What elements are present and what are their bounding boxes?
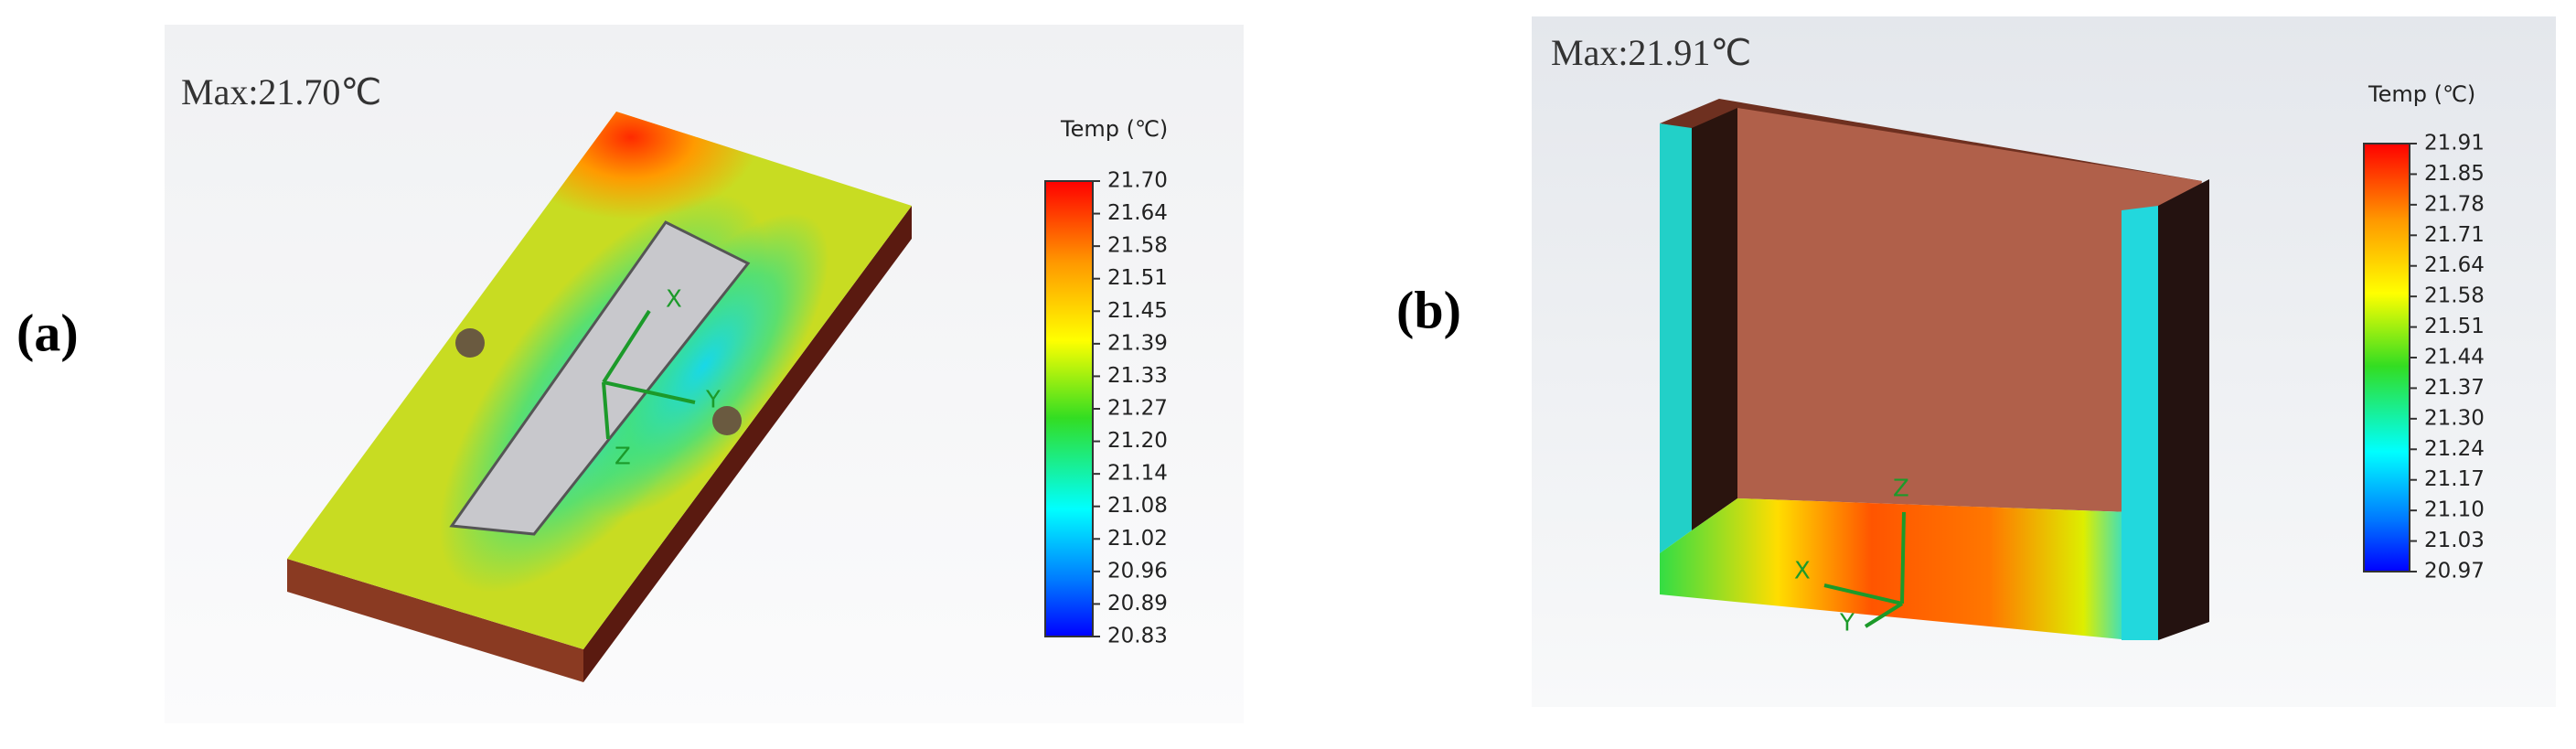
colorbar-label: 21.64	[2424, 253, 2485, 277]
colorbar-label: 20.89	[1107, 592, 1168, 615]
legend-title: Temp (℃)	[1060, 116, 1168, 142]
colorbar-label: 21.45	[1107, 299, 1168, 323]
colorbar-label: 21.17	[2424, 467, 2485, 491]
axis-label: X	[1794, 558, 1811, 585]
colorbar-label: 20.96	[1107, 559, 1168, 583]
box-back	[1737, 108, 2202, 512]
colorbar	[2363, 143, 2410, 572]
axis-label: X	[666, 286, 682, 314]
box-wall	[1660, 123, 1692, 553]
axis-triad	[1823, 511, 1906, 628]
plate-side	[287, 559, 583, 682]
hole	[455, 328, 485, 358]
colorbar-label: 21.71	[2424, 223, 2485, 247]
colorbar-label: 21.30	[2424, 406, 2485, 430]
plate-side	[583, 206, 912, 682]
colorbar-label: 21.02	[1107, 527, 1168, 551]
colorbar-label: 21.33	[1107, 364, 1168, 388]
max-temperature: Max:21.91℃	[1551, 32, 1751, 73]
colorbar-label: 21.91	[2424, 132, 2485, 155]
max-temperature: Max:21.70℃	[181, 71, 381, 112]
axis-label: Z	[1893, 476, 1909, 503]
colorbar-label: 21.70	[1107, 169, 1168, 193]
box-bottom	[1660, 498, 2131, 640]
colorbar-label: 21.64	[1107, 201, 1168, 225]
panel-label: (b)	[1396, 280, 1461, 339]
box-wall	[2122, 206, 2158, 640]
colorbar-label: 21.20	[1107, 429, 1168, 453]
colorbar-label: 21.51	[1107, 266, 1168, 290]
colorbar-label: 20.97	[2424, 560, 2485, 583]
axis-label: Z	[615, 444, 631, 471]
colorbar-label: 21.39	[1107, 331, 1168, 355]
colorbar-label: 21.51	[2424, 315, 2485, 338]
colorbar-label: 21.37	[2424, 376, 2485, 400]
colorbar	[1044, 180, 1094, 637]
colorbar-label: 21.85	[2424, 162, 2485, 186]
colorbar-label: 21.78	[2424, 192, 2485, 216]
colorbar-label: 20.83	[1107, 625, 1168, 648]
colorbar-label: 21.08	[1107, 494, 1168, 518]
box-side	[2158, 179, 2209, 640]
colorbar-label: 21.24	[2424, 437, 2485, 461]
colorbar-label: 21.58	[1107, 234, 1168, 258]
axis-triad	[602, 309, 696, 440]
colorbar-label: 21.14	[1107, 462, 1168, 486]
colorbar-label: 21.10	[2424, 498, 2485, 522]
panel-label: (a)	[16, 303, 79, 362]
legend-title: Temp (℃)	[2368, 81, 2475, 107]
colorbar-label: 21.58	[2424, 284, 2485, 308]
axis-label: Y	[705, 387, 721, 414]
colorbar-label: 21.44	[2424, 346, 2485, 369]
colorbar-label: 21.27	[1107, 397, 1168, 421]
hole	[712, 406, 742, 435]
axis-label: Y	[1839, 610, 1855, 637]
box-inner	[1692, 108, 1737, 530]
plate-slot	[449, 220, 751, 536]
colorbar-label: 21.03	[2424, 529, 2485, 552]
